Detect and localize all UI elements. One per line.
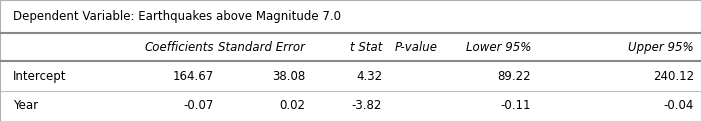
Text: -3.82: -3.82 — [352, 99, 382, 113]
Text: -0.11: -0.11 — [501, 99, 531, 113]
Text: 0.02: 0.02 — [279, 99, 305, 113]
Text: 4.32: 4.32 — [356, 70, 382, 83]
Text: t Stat: t Stat — [350, 41, 382, 54]
Text: Lower 95%: Lower 95% — [466, 41, 531, 54]
Text: 240.12: 240.12 — [653, 70, 694, 83]
Text: Upper 95%: Upper 95% — [628, 41, 694, 54]
Text: P-value: P-value — [395, 41, 438, 54]
Text: -0.07: -0.07 — [184, 99, 214, 113]
Text: Dependent Variable: Earthquakes above Magnitude 7.0: Dependent Variable: Earthquakes above Ma… — [13, 10, 341, 23]
Text: Year: Year — [13, 99, 38, 113]
Text: Standard Error: Standard Error — [218, 41, 305, 54]
Text: Intercept: Intercept — [13, 70, 66, 83]
Text: Coefficients: Coefficients — [144, 41, 214, 54]
Text: 38.08: 38.08 — [272, 70, 305, 83]
Text: 89.22: 89.22 — [498, 70, 531, 83]
Text: 164.67: 164.67 — [172, 70, 214, 83]
Text: -0.04: -0.04 — [664, 99, 694, 113]
